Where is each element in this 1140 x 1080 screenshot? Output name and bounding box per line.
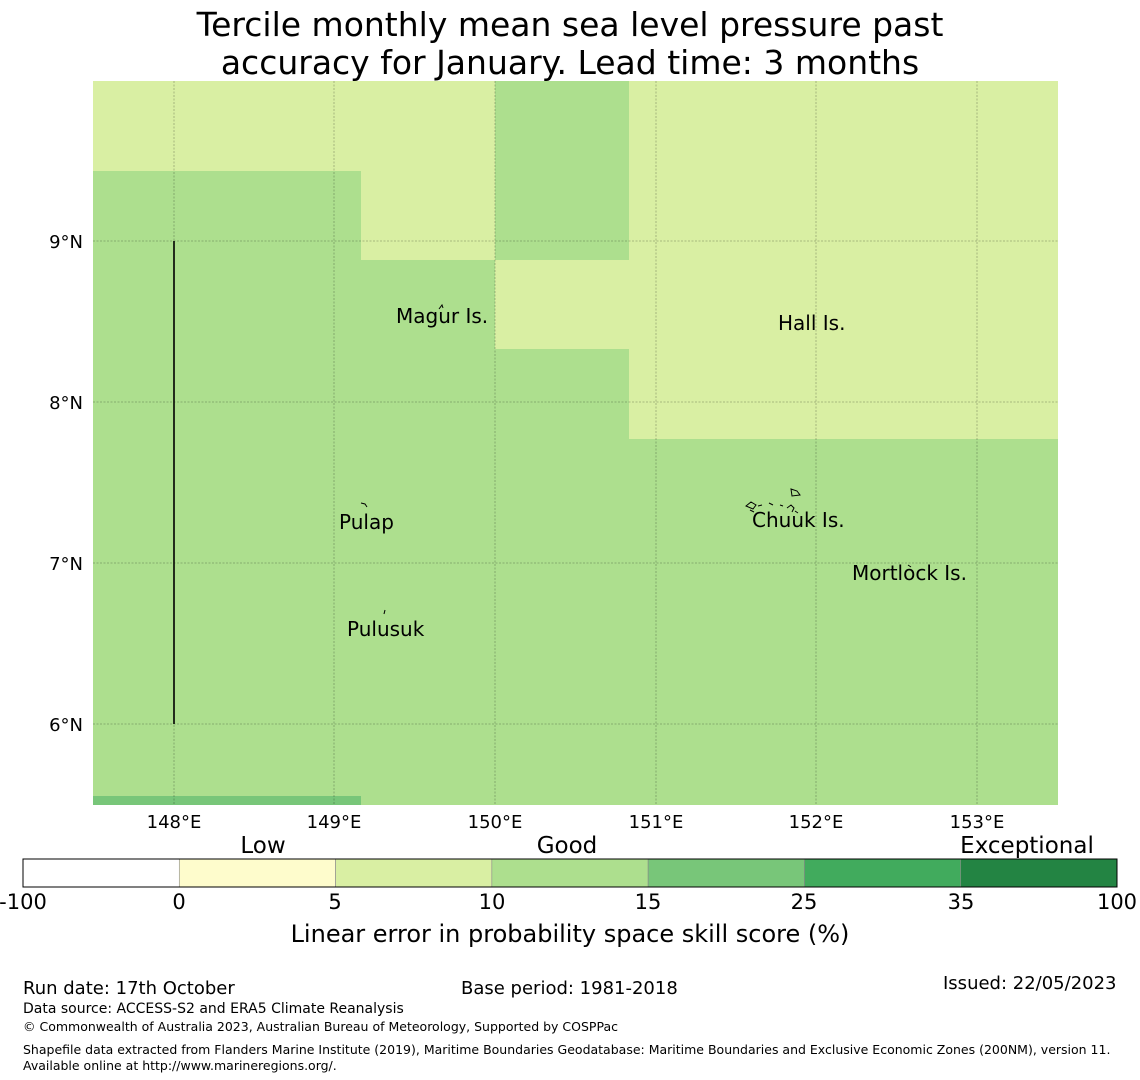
- colorbar: [22, 858, 1118, 888]
- shapefile-credit: Shapefile data extracted from Flanders M…: [23, 1042, 1111, 1073]
- colorbar-swatch: [491, 858, 649, 888]
- place-label-pulap: Pulap: [339, 510, 394, 534]
- base-period: Base period: 1981-2018: [461, 978, 678, 999]
- cell-bottom-left-darker: [93, 796, 361, 805]
- colorbar-tick-5: 5: [328, 890, 341, 914]
- place-label-pulusuk: Pulusuk: [347, 617, 425, 641]
- colorbar-tick-0: 0: [172, 890, 185, 914]
- latitude-labels: 9°N 8°N 7°N 6°N: [49, 232, 83, 736]
- legend-category-exceptional: Exceptional: [960, 833, 1094, 859]
- lon-label-148e: 148°E: [147, 812, 202, 833]
- colorbar-frame: [22, 858, 1118, 888]
- place-label-hall: Hall Is.: [778, 311, 845, 335]
- map-title-line-1: Tercile monthly mean sea level pressure …: [196, 5, 944, 44]
- issued-date: Issued: 22/05/2023: [943, 973, 1117, 994]
- cell-mid-left-green: [93, 171, 361, 796]
- cell-right-green: [629, 439, 1058, 805]
- longitude-labels: 148°E 149°E 150°E 151°E 152°E 153°E: [147, 812, 1005, 833]
- skill-score-map: Magur Is. Hall Is. Pulap Chuuk Is. Mortl…: [0, 81, 1137, 948]
- lon-label-153e: 153°E: [950, 812, 1005, 833]
- lat-label-7n: 7°N: [49, 554, 83, 575]
- data-source: Data source: ACCESS-S2 and ERA5 Climate …: [23, 1001, 404, 1017]
- place-label-mortlock: Mortlock Is.: [852, 561, 967, 585]
- lon-label-150e: 150°E: [468, 812, 523, 833]
- legend-category-good: Good: [537, 833, 598, 859]
- map-title: Tercile monthly mean sea level pressure …: [0, 6, 1140, 82]
- lat-label-9n: 9°N: [49, 232, 83, 253]
- colorbar-tick-15: 15: [635, 890, 662, 914]
- cell-lower-middle-green: [495, 349, 629, 805]
- colorbar-swatch: [804, 858, 962, 888]
- magur-island-shape: [438, 303, 444, 310]
- colorbar-tick-35: 35: [948, 890, 975, 914]
- place-label-chuuk: Chuuk Is.: [752, 508, 845, 532]
- colorbar-swatch: [960, 858, 1118, 888]
- legend-category-low: Low: [240, 833, 285, 859]
- colorbar-axis-label: Linear error in probability space skill …: [291, 920, 850, 948]
- colorbar-tick-25: 25: [791, 890, 818, 914]
- lat-label-8n: 8°N: [49, 393, 83, 414]
- chuuk-lagoon-shape: [790, 488, 801, 497]
- colorbar-swatch: [178, 858, 336, 888]
- map-title-line-2: accuracy for January. Lead time: 3 month…: [220, 43, 920, 82]
- colorbar-tick-minus100: -100: [0, 890, 47, 914]
- cell-center-green: [361, 260, 495, 805]
- colorbar-swatch: [22, 858, 180, 888]
- lon-label-151e: 151°E: [629, 812, 684, 833]
- lat-label-6n: 6°N: [49, 715, 83, 736]
- colorbar-swatch: [647, 858, 805, 888]
- colorbar-tick-labels: -100 0 5 10 15 25 35 100: [0, 890, 1137, 914]
- cell-middle-light: [495, 260, 629, 349]
- cell-top-left-light: [93, 81, 495, 171]
- place-label-magur: Magur Is.: [396, 304, 488, 328]
- colorbar-swatches: [22, 858, 1118, 888]
- cell-top-middle-green: [495, 81, 629, 260]
- lon-label-152e: 152°E: [789, 812, 844, 833]
- lon-label-149e: 149°E: [307, 812, 362, 833]
- skill-cells: [93, 81, 1058, 805]
- pulap-island-shape: [360, 502, 368, 508]
- chuuk-islets-shape: [745, 501, 799, 514]
- cell-center-light-upper: [361, 171, 495, 260]
- run-date: Run date: 17th October: [23, 978, 235, 999]
- cell-right-light: [629, 81, 1058, 439]
- copyright-notice: © Commonwealth of Australia 2023, Austra…: [23, 1019, 618, 1034]
- island-outlines: [360, 303, 912, 615]
- place-labels: Magur Is. Hall Is. Pulap Chuuk Is. Mortl…: [339, 304, 967, 641]
- mortlock-islands-shape: [907, 564, 912, 568]
- colorbar-tick-100: 100: [1097, 890, 1137, 914]
- legend-categories: Low Good Exceptional: [240, 833, 1093, 859]
- pulusuk-island-shape: [383, 609, 386, 615]
- colorbar-swatch: [335, 858, 493, 888]
- colorbar-tick-10: 10: [479, 890, 506, 914]
